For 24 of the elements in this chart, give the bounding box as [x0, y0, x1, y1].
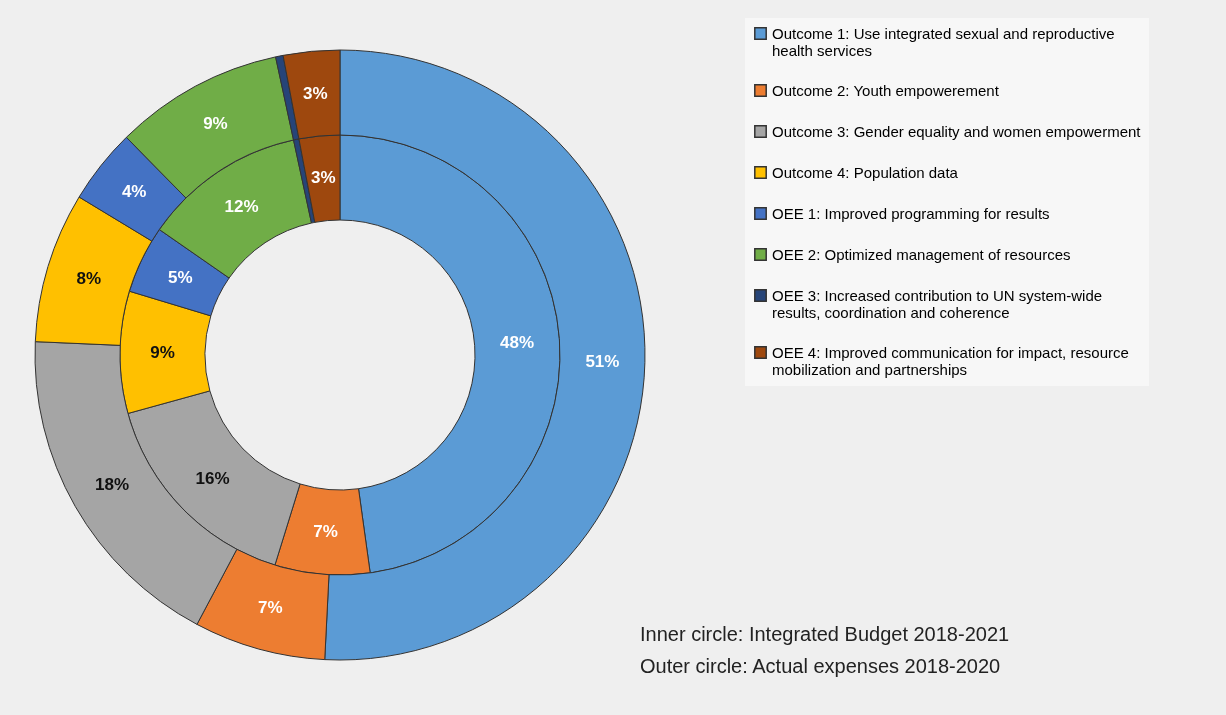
legend-label: Outcome 1: Use integrated sexual and reproductive health services: [772, 24, 1115, 59]
text: Inner circle: Integrated Budget 2018-2021: [640, 623, 1010, 645]
legend-label: Outcome 3: Gender equality and women empowerment: [772, 122, 1142, 140]
data-label: 48%: [500, 332, 535, 352]
data-label: 7%: [257, 598, 283, 618]
legend-label: Outcome 4: Population data: [772, 163, 959, 181]
data-label: 18%: [95, 475, 130, 495]
data-label: 16%: [195, 468, 230, 488]
data-label: 9%: [150, 342, 175, 362]
data-label: 7%: [313, 521, 338, 541]
data-label: 12%: [224, 197, 259, 217]
data-label: 3%: [311, 168, 336, 188]
data-label: 5%: [167, 267, 193, 287]
data-label: 51%: [585, 351, 620, 371]
data-label: 9%: [203, 113, 228, 133]
legend-label: OEE 1: Improved programming for results: [772, 204, 1050, 222]
legend-label: OEE 2: Optimized management of resources: [772, 245, 1071, 263]
legend-label: Outcome 2: Youth empowerement: [772, 81, 1000, 99]
data-label: 8%: [76, 268, 102, 288]
text: Outer circle: Actual expenses 2018-2020: [640, 655, 1001, 677]
legend-label: OEE 3: Increased contribution to UN system-wide results, coordination and coherence: [772, 286, 1103, 321]
legend-label: OEE 4: Improved communication for impact, resource mobilization and partnerships: [772, 343, 1129, 378]
data-label: 3%: [303, 83, 328, 103]
data-label: 4%: [121, 182, 147, 202]
